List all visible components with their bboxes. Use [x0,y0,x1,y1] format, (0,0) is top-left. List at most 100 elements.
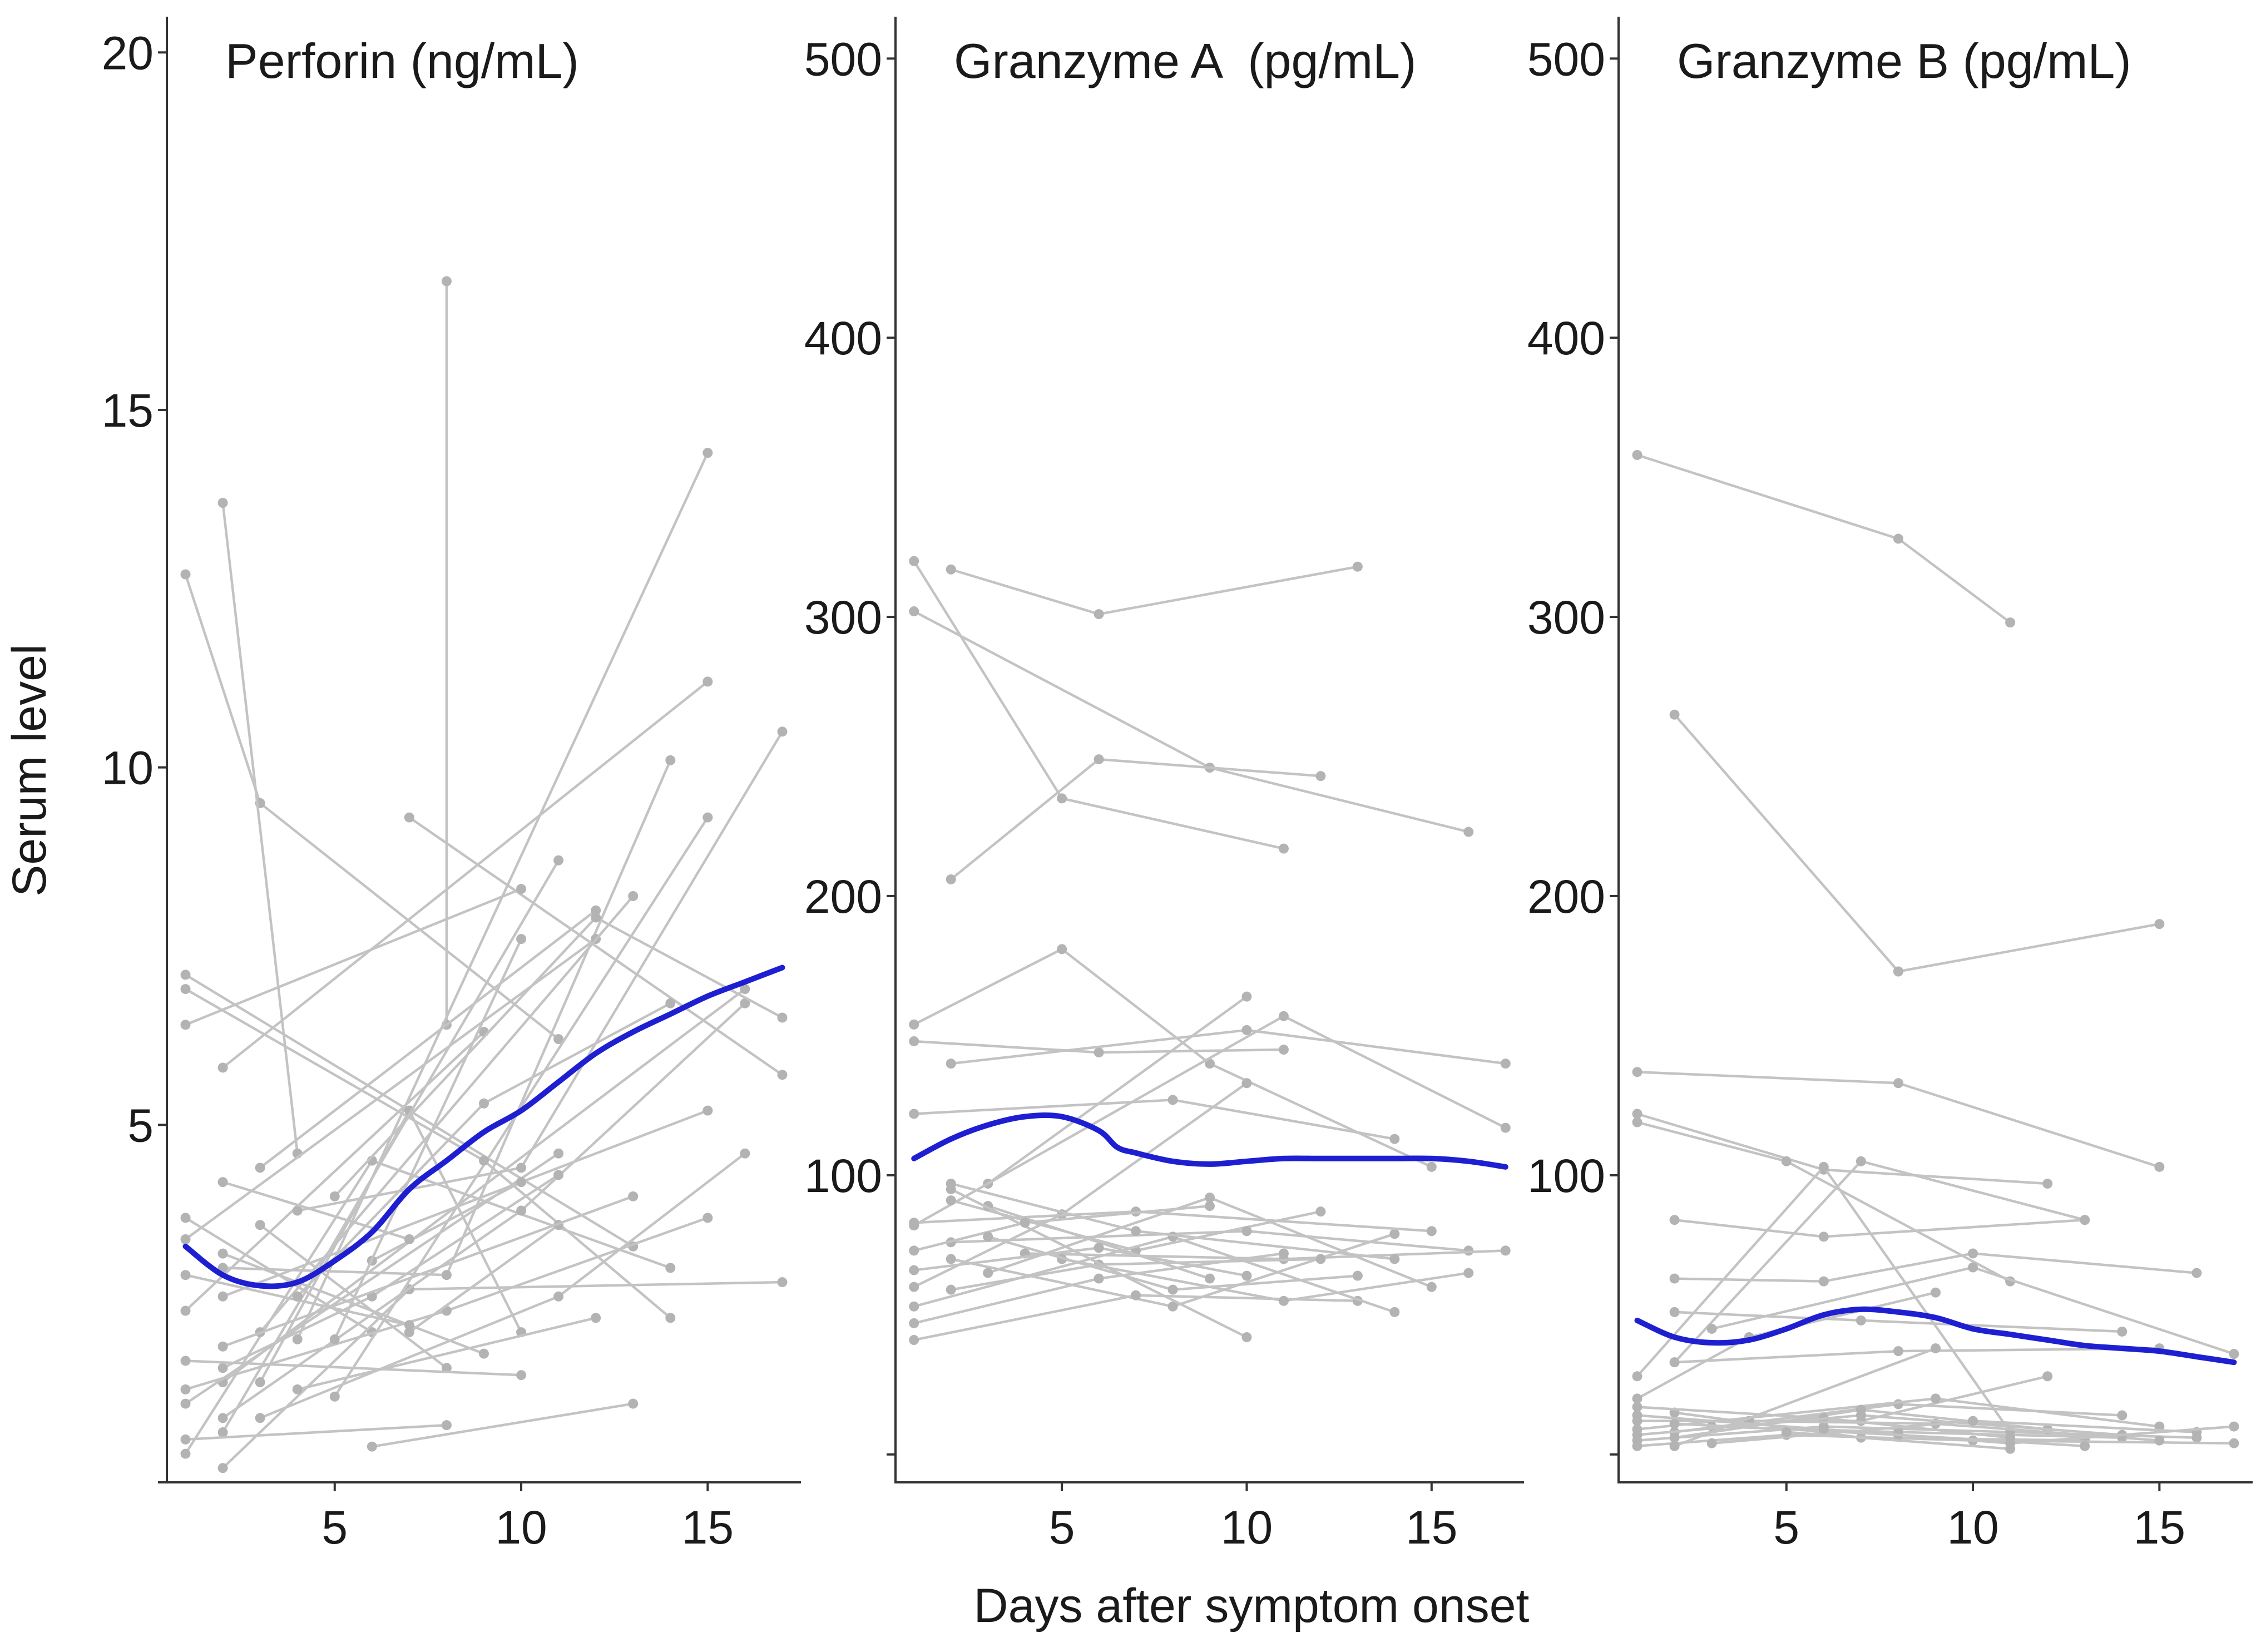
granzyme-b-subject-point [1893,1346,1903,1357]
granzyme-b-subject-point [1706,1323,1717,1334]
granzyme-b-subject-point [2229,1349,2239,1359]
granzyme-a-subject-point [1167,1284,1178,1295]
granzyme-a-subject-point [1241,1270,1252,1281]
granzyme-b-subject-point [2080,1441,2090,1451]
perforin-subject-point [217,1427,228,1438]
perforin-subject-line [222,1109,709,1298]
perforin-subject-point [740,998,750,1008]
perforin-subject-point [441,1363,452,1373]
granzyme-a-subject-point [1426,1226,1437,1236]
granzyme-b-subject-line [1636,1165,2011,1433]
granzyme-a-subject-point [1315,1206,1326,1217]
granzyme-a-subject-point [1463,827,1474,837]
perforin-subject-point [292,1205,303,1216]
perforin-subject-point [404,812,414,823]
perforin-y-tick-label: 10 [102,742,154,794]
granzyme-a-subject-point [946,564,956,575]
perforin-subject-point [479,1155,489,1166]
perforin-subject-point [217,1363,228,1373]
granzyme-b-subject-point [2005,617,2016,628]
perforin-subject-point [665,755,676,765]
granzyme-b-subject-point [1893,1399,1903,1409]
granzyme-b-subject-point [2229,1421,2239,1432]
granzyme-a-subject-point [909,556,919,566]
granzyme-a-subject-point [1094,1047,1104,1058]
granzyme-a-subject-point [909,1036,919,1046]
perforin-subject-point [702,448,713,458]
perforin-subject-point [702,676,713,687]
perforin-subject-point [591,905,601,916]
granzyme-a-subject-point [946,1059,956,1069]
granzyme-b-subject-point [1632,1410,1642,1421]
granzyme-b-subject-line [1637,1425,2197,1442]
granzyme-b-y-tick-label: 200 [1527,870,1605,923]
granzyme-b-y-tick-label: 500 [1527,33,1605,85]
perforin-y-tick-label: 15 [102,384,154,437]
granzyme-a-subject-point [1463,1268,1474,1278]
granzyme-a-subject-point [1278,843,1289,854]
perforin-subject-line [408,816,783,1076]
perforin-subject-point [217,1177,228,1188]
perforin-subject-line [185,888,522,1026]
granzyme-a-subject-point [946,1254,956,1264]
granzyme-a-subject-point [1389,1134,1400,1144]
perforin-subject-point [665,1263,676,1273]
granzyme-a-subject-point [909,606,919,617]
granzyme-b-subject-point [2117,1410,2128,1421]
granzyme-b-subject-point [1669,1418,1680,1429]
perforin-subject-line [333,938,523,1340]
perforin-subject-point [404,1320,414,1330]
granzyme-a-subject-point [1205,1193,1215,1203]
granzyme-b-subject-line [1786,1431,2011,1451]
perforin-subject-point [628,891,639,901]
granzyme-b-subject-line [1898,922,2160,973]
granzyme-b-subject-point [1632,1109,1642,1119]
granzyme-a-subject-point [1389,1307,1400,1317]
granzyme-a-subject-point [1205,1201,1215,1211]
perforin-subject-point [404,1327,414,1338]
perforin-subject-point [180,1384,191,1394]
perforin-subject-point [441,1270,452,1280]
perforin-subject-line [222,1252,484,1355]
perforin-subject-point [441,1420,452,1431]
perforin-subject-point [702,1105,713,1116]
granzyme-a-y-tick-label: 400 [804,312,882,364]
perforin-trend-line [182,965,785,1289]
granzyme-b-subject-point [1669,709,1680,720]
perforin-subject-point [628,1191,639,1201]
granzyme-b-subject-point [1818,1161,1829,1172]
granzyme-a-axes [894,17,1524,1483]
granzyme-a-subject-point [909,1218,919,1228]
granzyme-a-subject-point [1463,1245,1474,1256]
granzyme-a-subject-line [951,565,1358,616]
granzyme-a-subject-line [914,1099,1395,1140]
perforin-subject-point [180,1356,191,1366]
granzyme-b-subject-point [1818,1276,1829,1287]
granzyme-a-subject-point [1352,1270,1363,1281]
granzyme-b-subject-line [1673,714,1899,972]
granzyme-b-subject-point [2229,1438,2239,1448]
perforin-subject-line [221,502,299,1154]
perforin-subject-line [333,817,709,1397]
perforin-subject-point [665,1313,676,1323]
perforin-subject-line [372,1402,634,1448]
granzyme-a-subject-line [913,610,1469,833]
perforin-subject-point [217,1341,228,1352]
granzyme-b-subject-point [1968,1416,1978,1426]
granzyme-a-subject-line [913,560,1284,850]
x-axis-title: Days after symptom onset [974,1579,1530,1633]
granzyme-b-subject-point [1818,1424,1829,1435]
perforin-subject-point [777,1070,788,1080]
granzyme-a-subject-line [950,758,1321,881]
perforin-subject-point [702,1213,713,1223]
granzyme-b-subject-point [1706,1438,1717,1448]
granzyme-b-subject-point [1632,449,1642,460]
granzyme-b-subject-point [1632,1393,1642,1404]
granzyme-a-panel-title: Granzyme A (pg/mL) [954,33,1416,88]
granzyme-a-subject-point [1241,1078,1252,1089]
granzyme-a-x-tick-label: 15 [1406,1501,1457,1554]
perforin-subject-line [221,859,560,1433]
perforin-subject-point [180,1234,191,1244]
granzyme-b-subject-point [2042,1178,2053,1189]
perforin-subject-line [222,1195,634,1348]
